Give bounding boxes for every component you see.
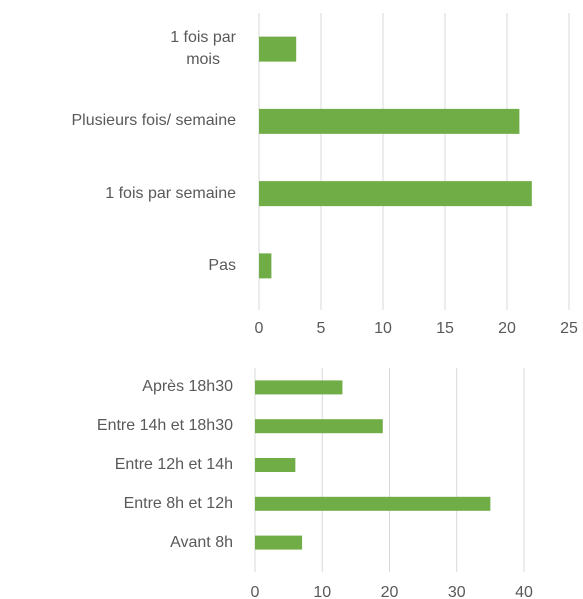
x-tick-label: 30 <box>448 584 466 599</box>
y-tick-label: 1 fois par mois <box>170 29 236 69</box>
x-tick-label: 25 <box>560 320 578 337</box>
x-tick-label: 20 <box>498 320 516 337</box>
bar <box>255 458 296 472</box>
x-tick-label: 10 <box>313 584 331 599</box>
x-tick-label: 5 <box>317 320 326 337</box>
bar <box>255 496 491 511</box>
x-tick-label: 20 <box>381 584 399 599</box>
y-tick-label: Avant 8h <box>170 533 233 551</box>
bar <box>259 36 297 62</box>
bar <box>255 419 383 434</box>
bar <box>255 380 343 395</box>
x-tick-label: 0 <box>255 320 264 337</box>
bar <box>255 535 303 550</box>
y-tick-label: Entre 12h et 14h <box>114 456 233 473</box>
y-tick-label: Plusieurs fois/ semaine <box>71 112 236 130</box>
y-tick-label: Entre 8h et 12h <box>123 494 233 512</box>
x-tick-label: 40 <box>515 584 533 599</box>
y-tick-label: Pas <box>208 256 236 274</box>
y-tick-label: Après 18h30 <box>142 378 233 396</box>
bar <box>259 253 272 279</box>
bar <box>259 108 520 134</box>
y-tick-label: Entre 14h et 18h30 <box>96 417 233 435</box>
x-tick-label: 0 <box>251 584 260 599</box>
y-tick-label: 1 fois par semaine <box>105 184 236 202</box>
x-tick-label: 15 <box>436 320 454 337</box>
bar <box>259 181 532 207</box>
x-tick-label: 10 <box>374 320 392 337</box>
